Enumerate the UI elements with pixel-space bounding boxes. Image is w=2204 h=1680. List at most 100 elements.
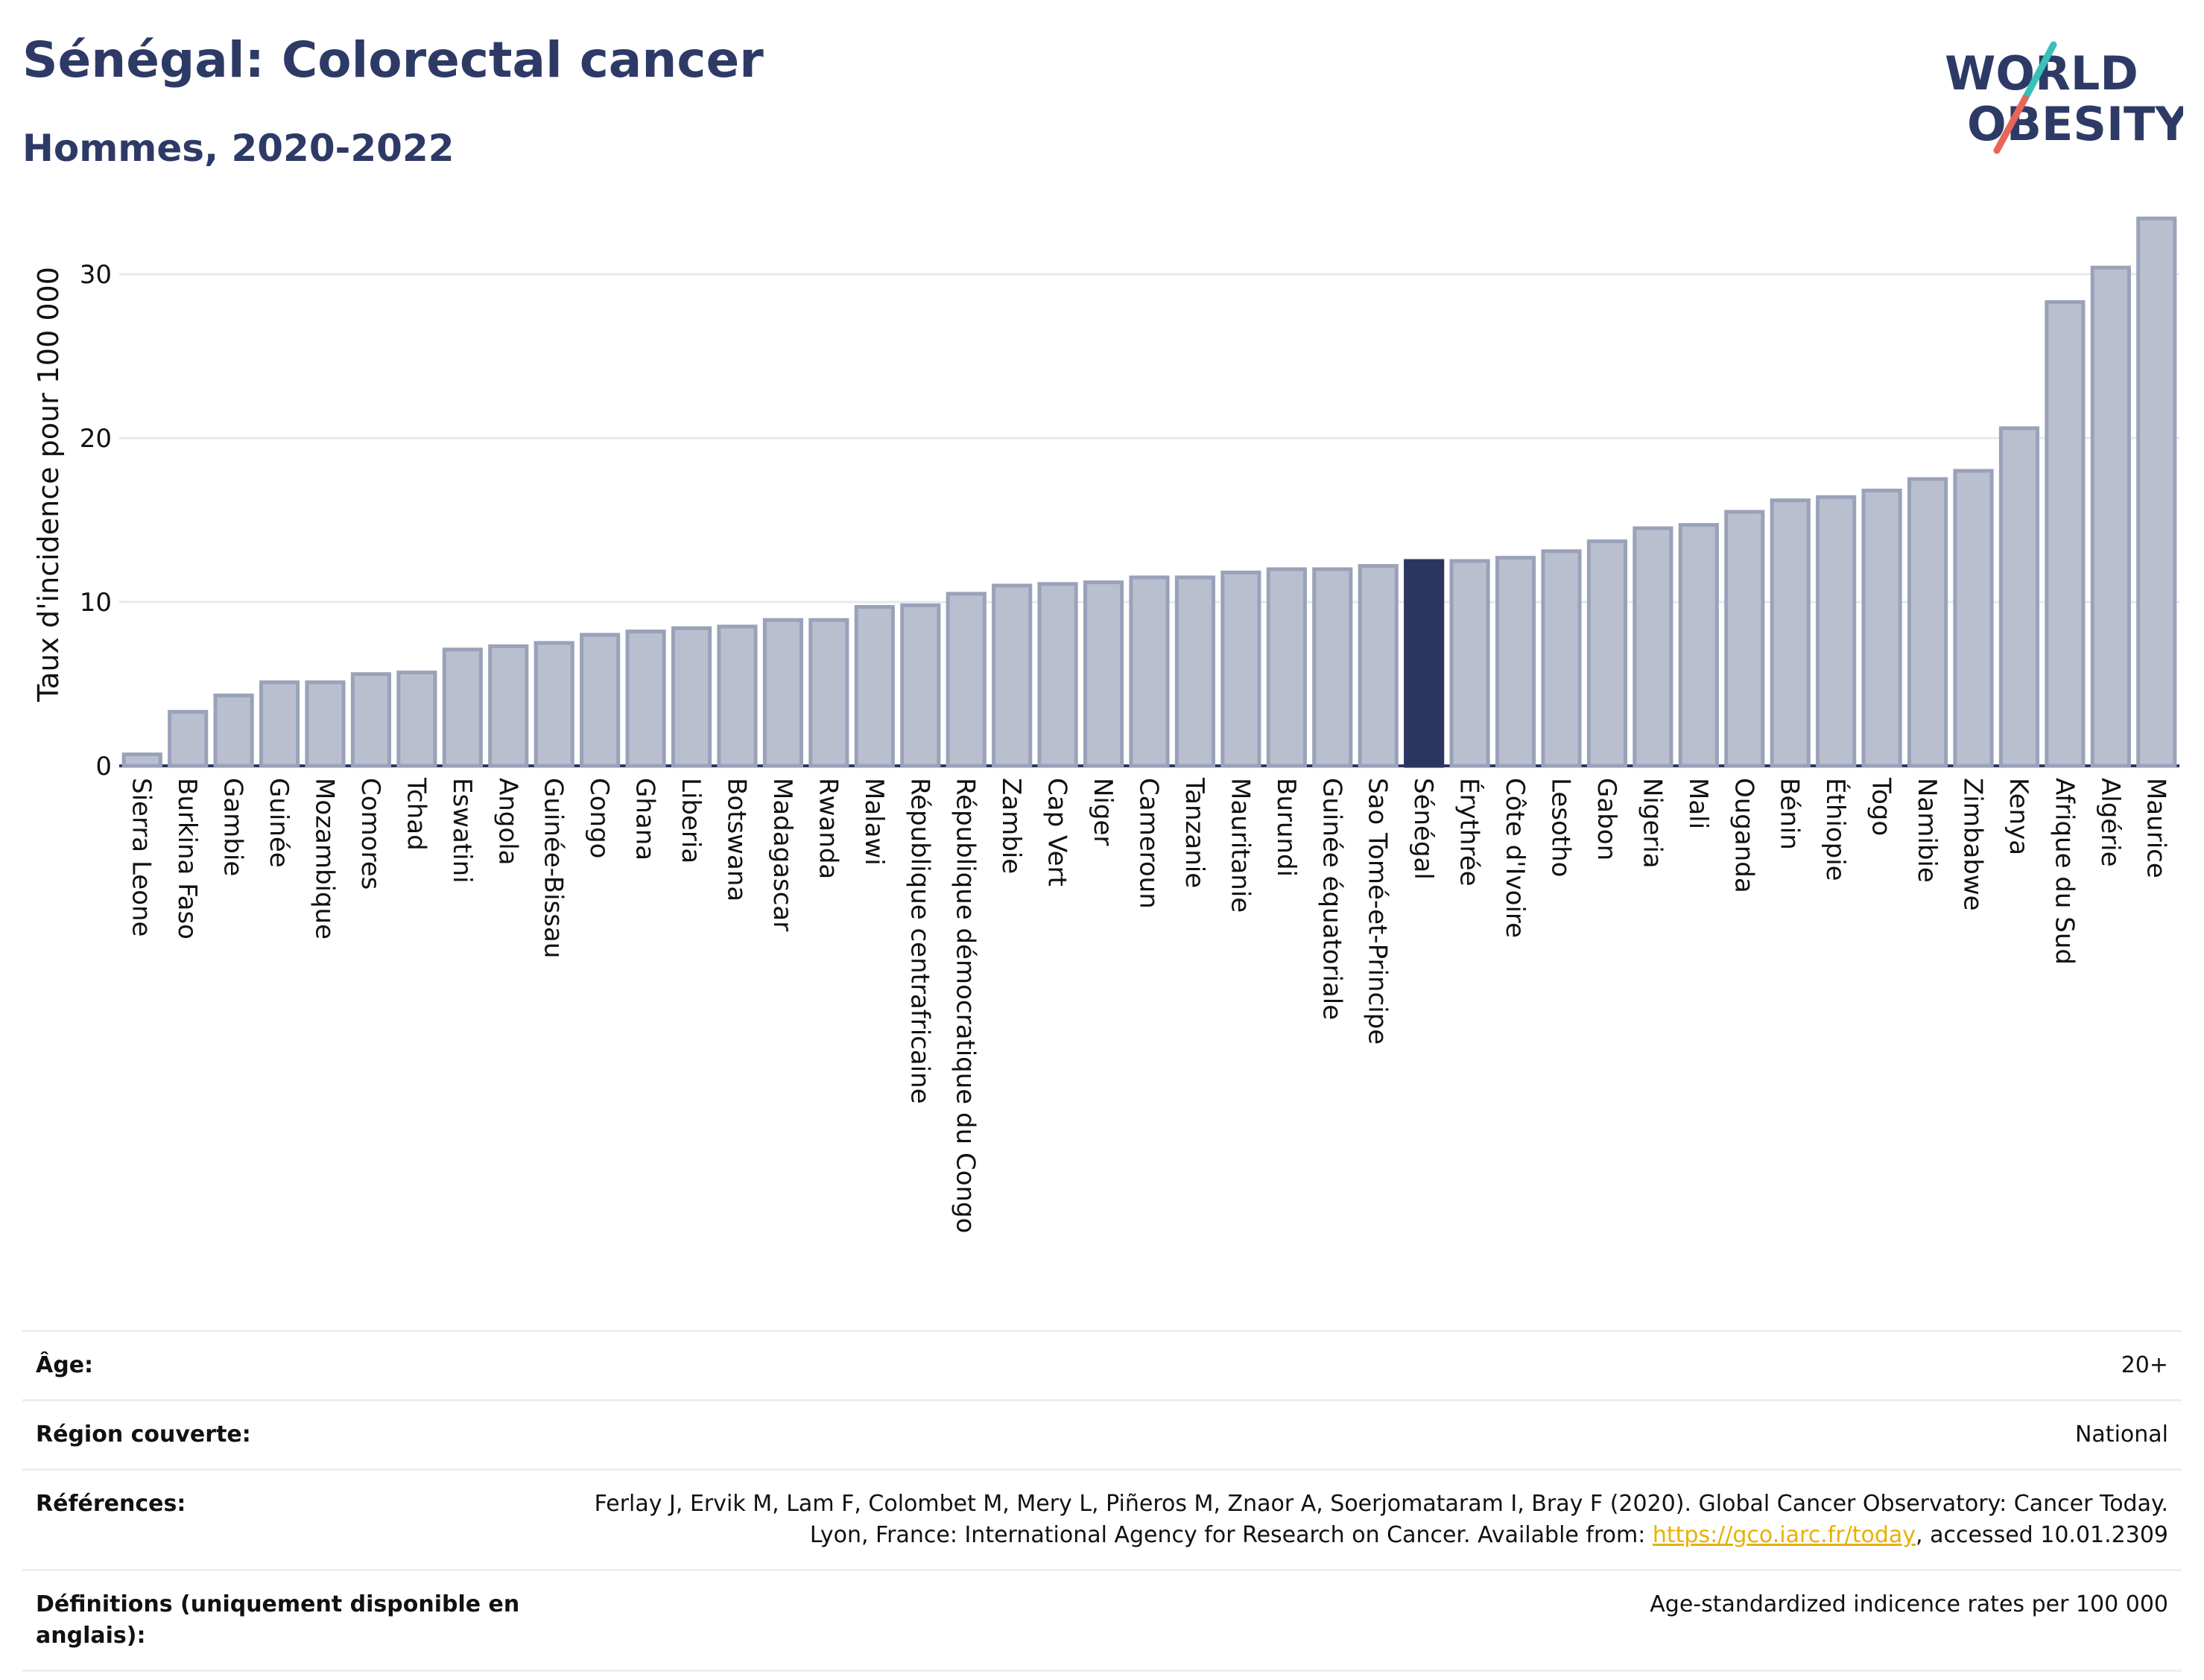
x-tick-labels: Sierra Leone Burkina Faso Gambie Guinée Moza… <box>127 777 2171 1233</box>
x-tick-label: Botswana <box>722 778 752 901</box>
meta-value: Ferlay J, Ervik M, Lam F, Colombet M, Me… <box>594 1491 2168 1548</box>
x-tick-label: Comores <box>355 778 385 890</box>
bar <box>1953 469 1994 768</box>
x-tick-label: Côte d'Ivoire <box>1500 778 1530 938</box>
x-tick-label: Zambie <box>996 778 1026 874</box>
x-tick-label: Ghana <box>630 778 660 860</box>
bar <box>1586 539 1628 768</box>
bar <box>213 693 254 768</box>
x-tick-label: Sierra Leone <box>127 778 156 936</box>
x-tick-label: Maurice <box>2141 778 2170 878</box>
bar <box>762 618 804 768</box>
bar <box>717 624 758 768</box>
x-tick-label: République démocratique du Congo <box>951 778 981 1233</box>
meta-row: Références: Ferlay J, Ervik M, Lam F, Col… <box>22 1468 2182 1569</box>
y-tick-label: 30 <box>80 260 112 290</box>
x-tick-label: Tanzanie <box>1179 777 1209 888</box>
x-tick-label: Kenya <box>2004 778 2033 855</box>
x-tick-label: Burkina Faso <box>172 778 202 939</box>
world-obesity-logo: WORLD OBESITY <box>1945 41 2183 154</box>
x-tick-label: Gambie <box>218 778 248 876</box>
x-tick-label: Mauritanie <box>1225 778 1255 913</box>
bar <box>992 583 1033 768</box>
bar <box>946 592 987 768</box>
x-tick-label: Mali <box>1683 778 1713 829</box>
bar <box>671 626 712 768</box>
x-tick-label: Bénin <box>1775 778 1805 850</box>
bar <box>2090 265 2131 768</box>
bar <box>1541 549 1582 768</box>
x-tick-label: Madagascar <box>767 778 797 931</box>
bar <box>442 647 483 768</box>
chart-subtitle: Hommes, 2020-2022 <box>22 127 455 170</box>
bar <box>1633 526 1673 768</box>
x-tick-label: Guinée équatoriale <box>1317 778 1346 1020</box>
y-tick-label: 10 <box>80 588 112 618</box>
x-tick-label: Malawi <box>859 778 889 866</box>
x-tick-label: Cap Vert <box>1042 778 1072 887</box>
meta-value: National <box>2074 1421 2168 1448</box>
x-tick-label: Cameroun <box>1134 778 1164 909</box>
bar <box>121 752 162 768</box>
bar <box>2136 216 2177 768</box>
x-tick-label: Guinée <box>264 778 294 868</box>
x-tick-label: Ouganda <box>1729 778 1758 893</box>
bar <box>1770 498 1811 768</box>
x-tick-label: Rwanda <box>813 778 843 879</box>
x-tick-label: Angola <box>493 778 522 865</box>
reference-link[interactable]: https://gco.iarc.fr/today <box>1652 1522 1916 1548</box>
bar-chart: 0 10 20 30 Sierra Leone Burkina Faso Gambie Gu… <box>32 216 2179 1233</box>
x-tick-label: Lesotho <box>1546 778 1576 877</box>
bar <box>1037 582 1078 768</box>
meta-value: Age-standardized indicence rates per 100… <box>1650 1591 2168 1617</box>
bar <box>396 671 437 768</box>
chart-title: Sénégal: Colorectal cancer <box>22 31 764 89</box>
bar <box>900 603 941 768</box>
y-tick-labels: 0 10 20 30 <box>80 260 112 782</box>
x-tick-label: Tchad <box>401 777 431 851</box>
meta-label: Âge: <box>36 1352 94 1378</box>
bar <box>1266 567 1307 768</box>
bar <box>580 633 621 768</box>
x-tick-label: Namibie <box>1912 778 1942 883</box>
bar <box>1220 570 1261 768</box>
bar <box>1083 580 1124 768</box>
bar <box>1174 575 1216 768</box>
meta-value: 20+ <box>2121 1352 2168 1378</box>
x-tick-label: Mozambique <box>310 778 340 939</box>
y-tick-label: 20 <box>80 424 112 454</box>
bar-highlight <box>1404 559 1445 768</box>
bar <box>305 680 346 768</box>
bar <box>1449 559 1490 768</box>
x-tick-label: Eswatini <box>447 778 477 884</box>
metadata-table: Âge: 20+ Région couverte: National Référence… <box>22 1330 2182 1672</box>
bar <box>533 641 574 768</box>
bar <box>1998 426 2040 768</box>
x-tick-label: Nigeria <box>1637 778 1667 869</box>
bar <box>1678 523 1719 768</box>
x-tick-label: Sénégal <box>1408 778 1438 880</box>
x-tick-label: Liberia <box>676 778 706 863</box>
bar <box>350 672 392 768</box>
y-tick-label: 0 <box>95 752 112 782</box>
bar <box>1312 567 1353 768</box>
bar <box>488 644 529 768</box>
bar <box>2045 299 2086 768</box>
y-axis-title: Taux d'incidence pour 100 000 <box>32 267 65 703</box>
meta-row: Définitions (uniquement disponible en an… <box>22 1569 2182 1672</box>
x-tick-label: Congo <box>584 778 614 858</box>
meta-label: Région couverte: <box>36 1421 251 1448</box>
logo-slash-red <box>1993 95 2029 154</box>
x-tick-label: Togo <box>1866 777 1896 836</box>
bar <box>1495 556 1536 768</box>
bar <box>1129 575 1170 768</box>
x-tick-label: Guinée-Bissau <box>539 778 569 958</box>
meta-label: Définitions (uniquement disponible en an… <box>36 1591 520 1649</box>
x-tick-label: Érythrée <box>1454 778 1485 887</box>
meta-row: Région couverte: National <box>22 1399 2182 1468</box>
bar-layer <box>121 216 2177 768</box>
meta-row: Âge: 20+ <box>22 1330 2182 1399</box>
x-tick-label: Burundi <box>1271 778 1301 877</box>
bar <box>854 605 895 768</box>
x-tick-label: Gabon <box>1592 778 1621 860</box>
